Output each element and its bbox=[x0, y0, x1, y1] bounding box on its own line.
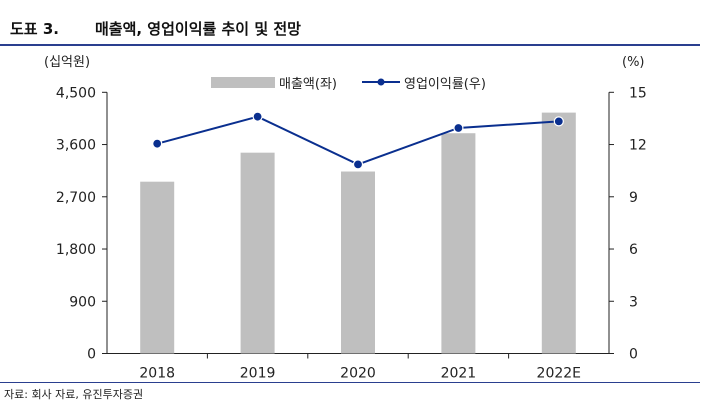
legend: 매출액(좌) 영업이익률(우) bbox=[211, 77, 486, 92]
x-tick-label: 2022E bbox=[537, 366, 581, 381]
top-rule bbox=[0, 44, 700, 46]
bar-2020 bbox=[341, 171, 375, 354]
bar-2019 bbox=[240, 152, 275, 354]
right-tick-label: 15 bbox=[629, 85, 647, 101]
right-tick-label: 3 bbox=[629, 294, 638, 310]
x-tick-label: 2020 bbox=[340, 366, 376, 381]
left-tick-label: 1,800 bbox=[56, 242, 96, 258]
figure-label: 도표 3. bbox=[10, 20, 59, 38]
bar-2018 bbox=[140, 181, 175, 354]
left-tick-label: 0 bbox=[87, 347, 96, 363]
figure-title-text: 매출액, 영업이익률 추이 및 전망 bbox=[94, 20, 301, 38]
bottom-rule bbox=[0, 382, 700, 383]
line-point-2018 bbox=[152, 138, 163, 149]
left-tick-label: 3,600 bbox=[56, 138, 96, 154]
x-tick-label: 2018 bbox=[139, 366, 175, 381]
left-tick-label: 900 bbox=[69, 294, 96, 310]
left-axis-unit: (십억원) bbox=[44, 55, 90, 70]
chart-svg: (십억원) (%) 매출액(좌) 영업이익률(우) 0 900 1,800 2,700… bbox=[44, 55, 647, 381]
right-tick-label: 6 bbox=[629, 242, 638, 258]
right-tick-label: 12 bbox=[629, 138, 647, 154]
legend-line-label: 영업이익률(우) bbox=[404, 77, 486, 92]
line-point-2022E bbox=[553, 116, 564, 127]
x-tick-label: 2021 bbox=[441, 366, 477, 381]
bar-2022E bbox=[541, 112, 576, 354]
legend-bar-label: 매출액(좌) bbox=[279, 77, 337, 92]
right-tick-label: 9 bbox=[629, 190, 638, 206]
bar-2021 bbox=[441, 133, 476, 354]
source-note: 자료: 회사 자료, 유진투자증권 bbox=[4, 388, 144, 401]
line-series bbox=[156, 115, 559, 166]
left-tick-label: 2,700 bbox=[56, 190, 96, 206]
legend-bar-swatch bbox=[211, 77, 275, 88]
legend-line-marker bbox=[377, 78, 385, 86]
line-point-2020 bbox=[352, 159, 364, 170]
line-point-2019 bbox=[252, 111, 263, 122]
x-tick-label: 2019 bbox=[240, 366, 276, 381]
left-tick-label: 4,500 bbox=[56, 85, 96, 101]
right-axis-unit: (%) bbox=[622, 55, 645, 70]
line-point-2021 bbox=[453, 122, 464, 134]
figure-title: 도표 3. 매출액, 영업이익률 추이 및 전망 bbox=[10, 18, 301, 39]
right-tick-label: 0 bbox=[629, 347, 638, 363]
